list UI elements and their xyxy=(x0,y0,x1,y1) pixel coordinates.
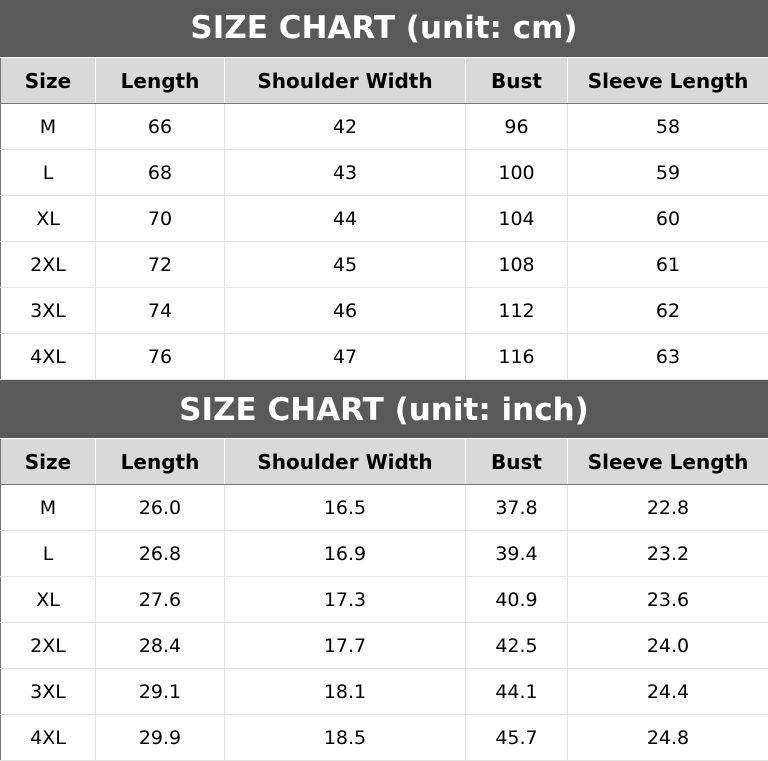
table-cell: 18.1 xyxy=(225,669,466,715)
table-cell: L xyxy=(1,150,96,196)
table-cell: 43 xyxy=(225,150,466,196)
column-header: Length xyxy=(96,439,225,485)
column-header: Bust xyxy=(466,58,568,104)
table-cell: 44 xyxy=(225,196,466,242)
table-cell: 45 xyxy=(225,242,466,288)
table-cell: 16.9 xyxy=(225,531,466,577)
table-cell: M xyxy=(1,104,96,150)
table-cell: 23.6 xyxy=(568,577,768,623)
table-cell: 3XL xyxy=(1,669,96,715)
column-header: Sleeve Length xyxy=(568,58,768,104)
table-cell: 96 xyxy=(466,104,568,150)
table-cell: 26.0 xyxy=(96,485,225,531)
table-cell: 60 xyxy=(568,196,768,242)
table-cell: 39.4 xyxy=(466,531,568,577)
table-cell: L xyxy=(1,531,96,577)
table-cell: 47 xyxy=(225,334,466,380)
table-cell: 74 xyxy=(96,288,225,334)
column-header: Length xyxy=(96,58,225,104)
table-cell: 45.7 xyxy=(466,715,568,761)
table-cell: 63 xyxy=(568,334,768,380)
table-cell: 26.8 xyxy=(96,531,225,577)
table-cell: 29.1 xyxy=(96,669,225,715)
column-header: Sleeve Length xyxy=(568,439,768,485)
column-header: Bust xyxy=(466,439,568,485)
table-cell: 42.5 xyxy=(466,623,568,669)
size-chart-title: SIZE CHART (unit: inch) xyxy=(0,380,768,438)
table-cell: 76 xyxy=(96,334,225,380)
table-cell: M xyxy=(1,485,96,531)
table-cell: 59 xyxy=(568,150,768,196)
table-cell: 68 xyxy=(96,150,225,196)
table-cell: 116 xyxy=(466,334,568,380)
table-cell: 17.3 xyxy=(225,577,466,623)
table-cell: 108 xyxy=(466,242,568,288)
table-cell: 4XL xyxy=(1,715,96,761)
column-header: Shoulder Width xyxy=(225,58,466,104)
table-cell: 62 xyxy=(568,288,768,334)
table-cell: 24.4 xyxy=(568,669,768,715)
table-cell: 46 xyxy=(225,288,466,334)
table-cell: XL xyxy=(1,577,96,623)
table-cell: 16.5 xyxy=(225,485,466,531)
table-cell: 2XL xyxy=(1,623,96,669)
table-cell: 66 xyxy=(96,104,225,150)
table-cell: 24.0 xyxy=(568,623,768,669)
table-cell: 104 xyxy=(466,196,568,242)
table-cell: 28.4 xyxy=(96,623,225,669)
size-chart-title: SIZE CHART (unit: cm) xyxy=(0,0,768,57)
table-cell: 44.1 xyxy=(466,669,568,715)
table-cell: 70 xyxy=(96,196,225,242)
table-cell: 61 xyxy=(568,242,768,288)
table-cell: 18.5 xyxy=(225,715,466,761)
table-cell: 42 xyxy=(225,104,466,150)
table-cell: 72 xyxy=(96,242,225,288)
table-cell: 27.6 xyxy=(96,577,225,623)
column-header: Size xyxy=(1,439,96,485)
table-cell: 40.9 xyxy=(466,577,568,623)
table-cell: 29.9 xyxy=(96,715,225,761)
table-cell: 2XL xyxy=(1,242,96,288)
table-cell: 58 xyxy=(568,104,768,150)
table-cell: 100 xyxy=(466,150,568,196)
table-cell: 112 xyxy=(466,288,568,334)
column-header: Shoulder Width xyxy=(225,439,466,485)
table-cell: 22.8 xyxy=(568,485,768,531)
table-cell: XL xyxy=(1,196,96,242)
table-cell: 23.2 xyxy=(568,531,768,577)
table-cell: 17.7 xyxy=(225,623,466,669)
column-header: Size xyxy=(1,58,96,104)
table-cell: 24.8 xyxy=(568,715,768,761)
table-cell: 4XL xyxy=(1,334,96,380)
table-cell: 3XL xyxy=(1,288,96,334)
table-cell: 37.8 xyxy=(466,485,568,531)
